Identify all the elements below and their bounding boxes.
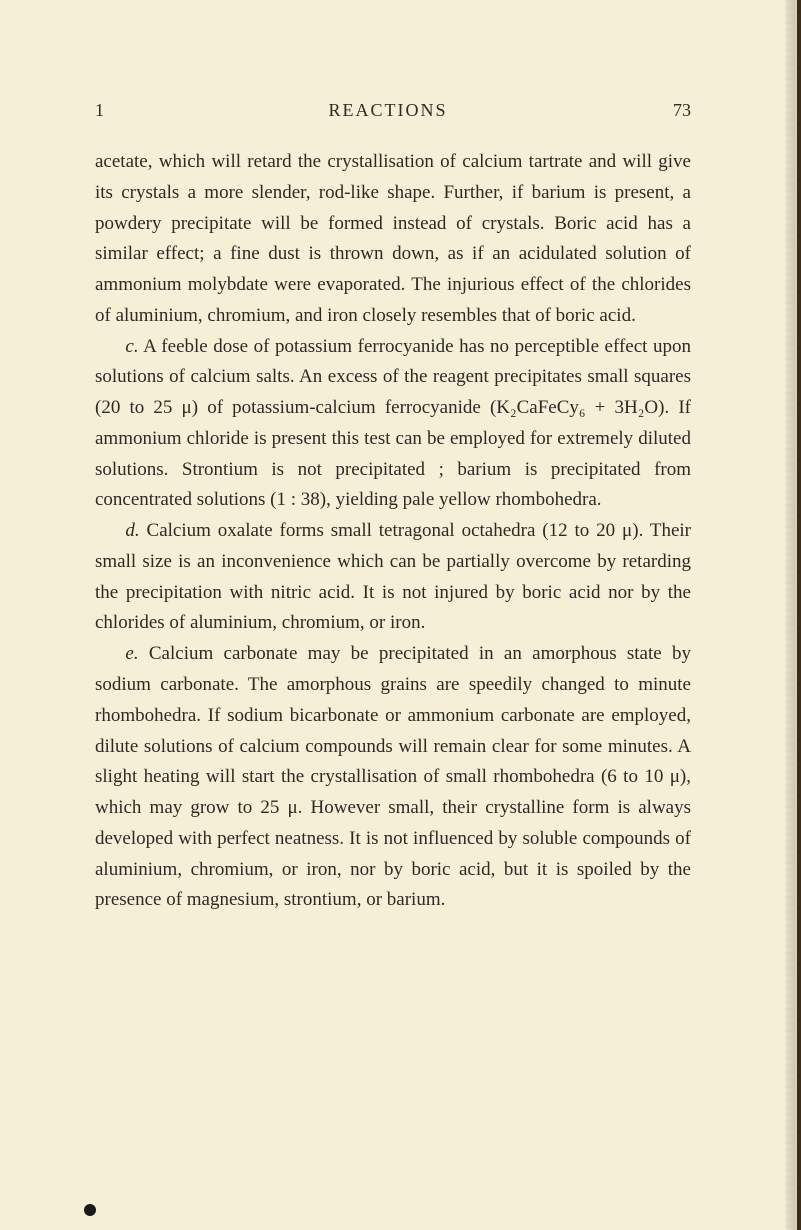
header-page-number: 73 bbox=[651, 100, 691, 121]
page-edge-dark bbox=[797, 0, 801, 1230]
paragraph: acetate, which will retard the crystalli… bbox=[95, 147, 691, 332]
scanned-page: 1 REACTIONS 73 acetate, which will retar… bbox=[0, 0, 801, 1230]
header-title: REACTIONS bbox=[125, 100, 651, 121]
body-text: acetate, which will retard the crystalli… bbox=[95, 147, 691, 916]
paragraph: c. A feeble dose of potassium ferrocyani… bbox=[95, 332, 691, 517]
paragraph: d. Calcium oxalate forms small tetragona… bbox=[95, 516, 691, 639]
scan-artifact-dot bbox=[84, 1204, 96, 1216]
page-edge-texture bbox=[786, 0, 795, 1230]
running-header: 1 REACTIONS 73 bbox=[95, 100, 691, 121]
header-chapter-number: 1 bbox=[95, 100, 125, 121]
paragraph: e. Calcium carbonate may be precipitated… bbox=[95, 639, 691, 916]
